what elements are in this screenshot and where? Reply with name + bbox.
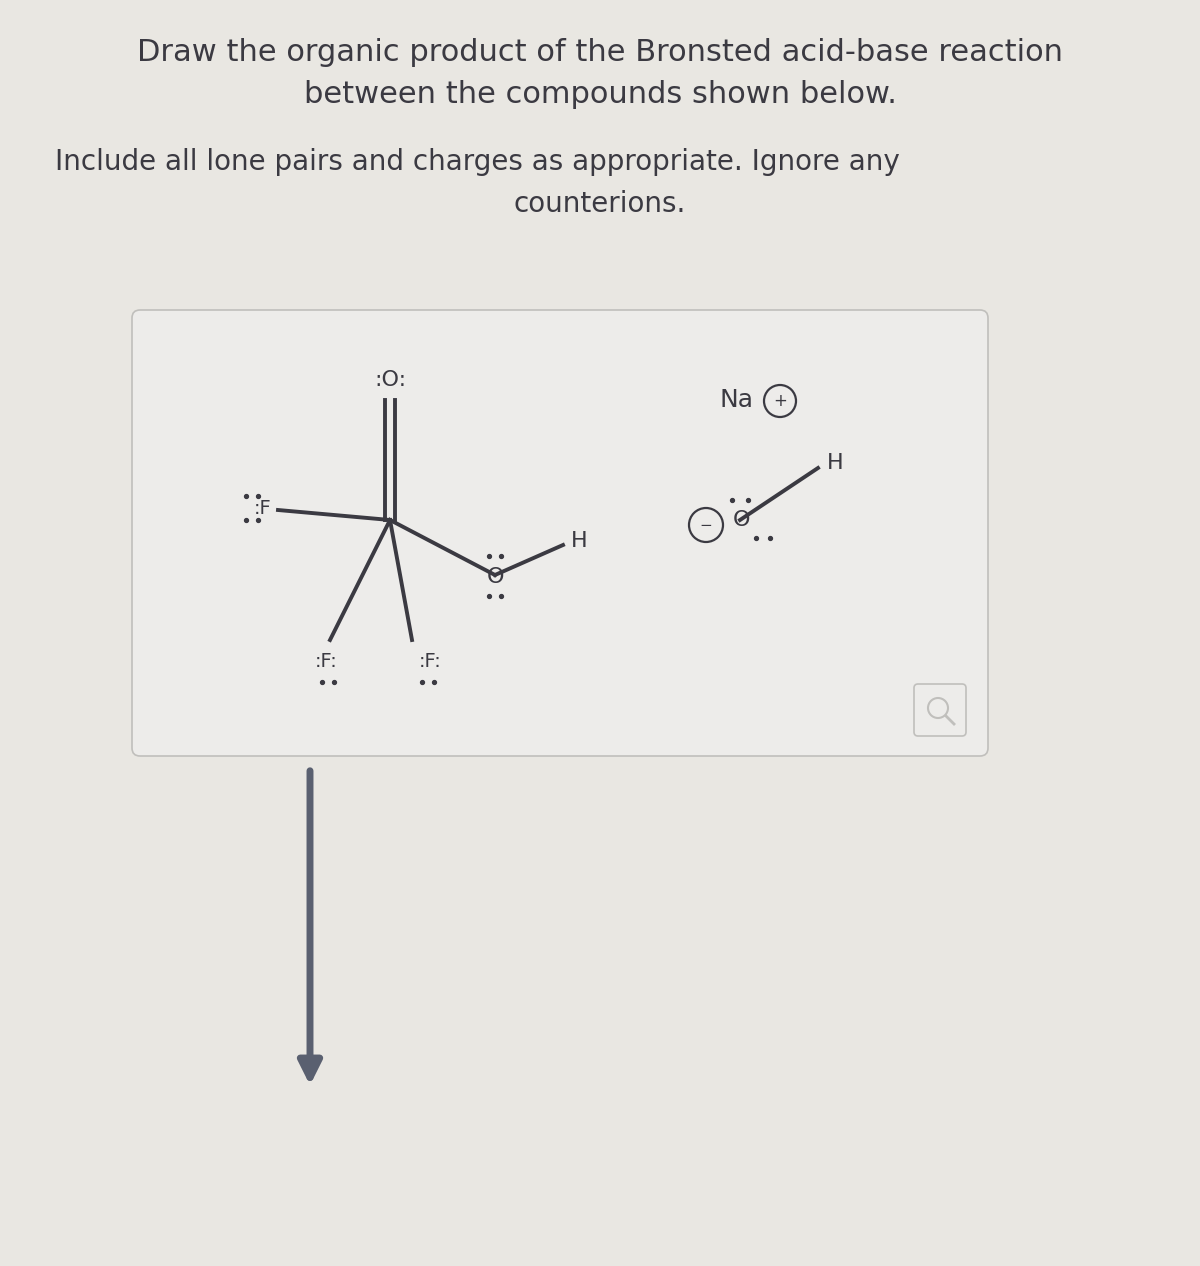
Text: :F: :F xyxy=(254,499,272,518)
Text: Draw the organic product of the Bronsted acid-base reaction: Draw the organic product of the Bronsted… xyxy=(137,38,1063,67)
Text: −: − xyxy=(700,518,713,533)
Text: :O:: :O: xyxy=(374,370,406,390)
Text: O: O xyxy=(487,567,505,587)
Text: H: H xyxy=(571,530,588,551)
FancyBboxPatch shape xyxy=(914,684,966,736)
Text: Na: Na xyxy=(720,387,754,411)
Text: O: O xyxy=(732,510,750,530)
FancyBboxPatch shape xyxy=(132,310,988,756)
Text: :F:: :F: xyxy=(314,652,337,671)
Text: Include all lone pairs and charges as appropriate. Ignore any: Include all lone pairs and charges as ap… xyxy=(55,148,900,176)
Text: counterions.: counterions. xyxy=(514,190,686,218)
Text: :F:: :F: xyxy=(419,652,442,671)
Text: between the compounds shown below.: between the compounds shown below. xyxy=(304,80,896,109)
Text: +: + xyxy=(773,392,787,410)
Text: H: H xyxy=(827,453,844,473)
